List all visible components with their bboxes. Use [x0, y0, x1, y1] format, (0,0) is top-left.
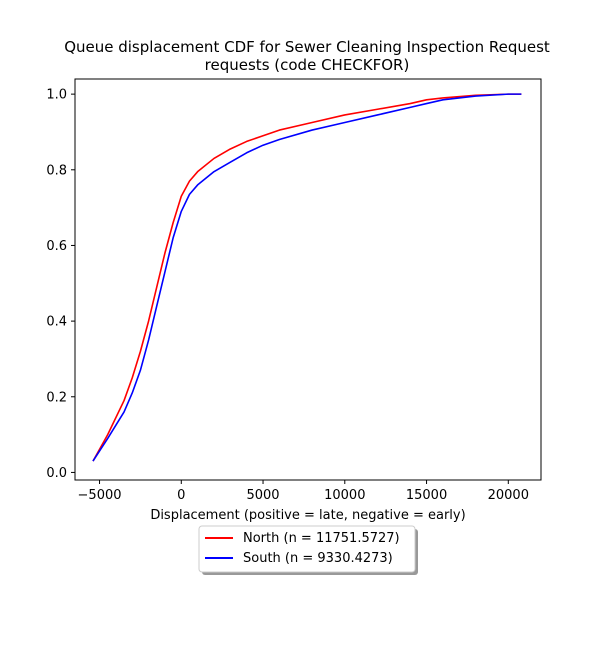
legend-box	[198, 525, 416, 573]
x-tick-label: −5000	[78, 488, 122, 503]
series-line-0	[92, 93, 522, 462]
chart-title-line-2: requests (code CHECKFOR)	[205, 56, 410, 74]
legend: North (n = 11751.5727) South (n = 9330.4…	[198, 525, 418, 575]
plot-area-frame	[74, 78, 542, 481]
x-tick-label: 20000	[488, 488, 529, 503]
x-axis-ticks: −5000 0 5000 10000 15000 20000	[78, 480, 529, 503]
x-tick-label: 10000	[324, 488, 365, 503]
x-tick-label: 15000	[406, 488, 447, 503]
chart-title-line-1: Queue displacement CDF for Sewer Cleanin…	[64, 38, 550, 56]
x-axis-label: Displacement (positive = late, negative …	[150, 508, 465, 523]
series-line-1	[92, 93, 522, 462]
y-tick-label: 0.0	[46, 466, 67, 481]
y-tick-label: 1.0	[46, 88, 67, 103]
y-axis-ticks: 0.0 0.2 0.4 0.6 0.8 1.0	[46, 88, 75, 481]
y-tick-label: 0.2	[46, 390, 67, 405]
y-tick-label: 0.4	[46, 315, 67, 330]
x-tick-label: 0	[177, 488, 185, 503]
legend-label-north: North (n = 11751.5727)	[243, 531, 400, 546]
legend-label-south: South (n = 9330.4273)	[243, 551, 393, 566]
plot-lines	[92, 93, 522, 462]
y-tick-label: 0.6	[46, 239, 67, 254]
x-tick-label: 5000	[246, 488, 279, 503]
y-tick-label: 0.8	[46, 163, 67, 178]
